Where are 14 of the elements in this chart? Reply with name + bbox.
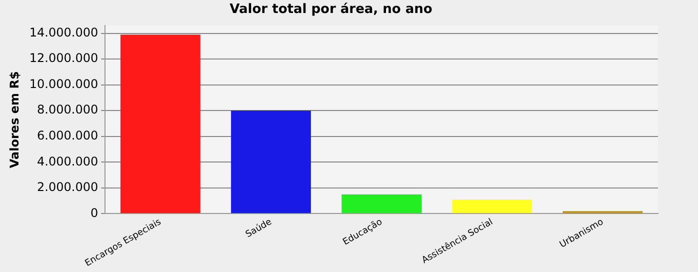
y-tick-label: 12.000.000 bbox=[29, 51, 98, 66]
bar bbox=[120, 34, 200, 214]
y-tick-label: 4.000.000 bbox=[37, 154, 98, 168]
chart-title: Valor total por área, no ano bbox=[230, 2, 432, 18]
y-tick-label: 6.000.000 bbox=[37, 128, 98, 143]
bar bbox=[342, 194, 422, 214]
bar bbox=[452, 200, 532, 214]
y-tick-label: 10.000.000 bbox=[29, 76, 98, 91]
y-tick-label: 0 bbox=[90, 206, 98, 220]
bar bbox=[231, 110, 311, 214]
y-axis-title: Valores em R$ bbox=[7, 71, 22, 168]
y-tick-label: 14.000.000 bbox=[29, 25, 98, 40]
y-tick-label: 8.000.000 bbox=[37, 102, 98, 117]
y-tick-label: 2.000.000 bbox=[37, 180, 98, 194]
